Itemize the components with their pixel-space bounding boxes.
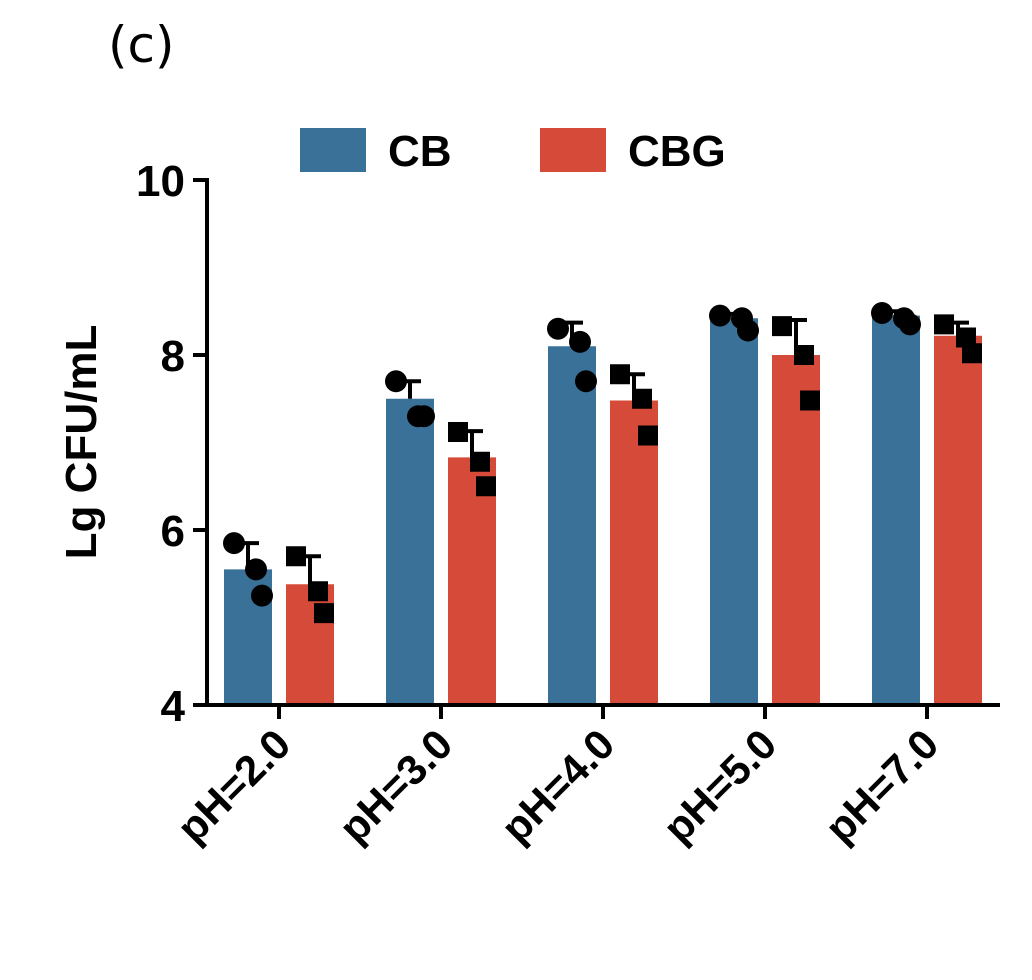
data-point-cb-3-3 — [575, 370, 597, 393]
bar-cbg-1 — [286, 584, 334, 705]
bar-cbg-4 — [772, 355, 820, 705]
data-point-cbg-5-2 — [956, 327, 976, 348]
x-tick-label-5: pH=7.0 — [816, 720, 947, 851]
x-tick-label-4: pH=5.0 — [654, 720, 785, 851]
data-point-cbg-3-1 — [610, 364, 630, 385]
data-point-cbg-4-2 — [794, 345, 814, 365]
data-point-cb-4-1 — [709, 304, 731, 327]
legend-label-cb: CB — [388, 127, 452, 176]
data-point-cbg-1-3 — [314, 603, 334, 624]
data-point-cbg-4-1 — [772, 316, 792, 337]
data-point-cb-2-3 — [413, 405, 435, 428]
y-axis-title: Lg CFU/mL — [57, 325, 106, 560]
x-tick-label-1: pH=2.0 — [168, 720, 299, 851]
data-point-cbg-1-2 — [308, 581, 328, 602]
data-point-cbg-2-3 — [476, 476, 496, 497]
data-point-cbg-2-2 — [470, 451, 490, 472]
data-point-cb-5-3 — [899, 313, 921, 336]
legend-label-cbg: CBG — [628, 127, 726, 176]
data-point-cbg-5-3 — [962, 343, 982, 364]
bar-cbg-5 — [934, 335, 982, 705]
bar-cb-2 — [386, 398, 434, 705]
bar-cb-5 — [872, 315, 920, 705]
data-point-cb-1-2 — [245, 558, 267, 581]
data-point-cb-3-1 — [547, 317, 569, 340]
data-point-cbg-4-3 — [800, 390, 820, 411]
x-tick-label-2: pH=3.0 — [330, 720, 461, 851]
data-point-cbg-3-3 — [638, 425, 658, 446]
data-point-cb-3-2 — [569, 330, 591, 353]
data-point-cbg-2-1 — [448, 422, 468, 442]
legend-swatch-cb — [300, 128, 366, 172]
data-point-cbg-5-1 — [934, 314, 954, 335]
y-tick-label-2: 6 — [161, 507, 185, 556]
y-tick-label-4: 10 — [136, 157, 185, 206]
data-point-cb-2-1 — [385, 370, 407, 393]
data-point-cb-1-3 — [251, 584, 273, 607]
legend: CB CBG — [300, 127, 726, 176]
y-tick-label-3: 8 — [161, 332, 185, 381]
x-tick-label-3: pH=4.0 — [492, 720, 623, 851]
y-tick-label-1: 4 — [161, 682, 186, 731]
legend-swatch-cbg — [540, 128, 606, 172]
data-point-cb-4-3 — [737, 319, 759, 342]
plot-area: pH=2.0 pH=3.0 pH=4.0 pH=5.0 pH=7.0 4 6 8 10 — [136, 157, 1000, 852]
bar-cb-3 — [548, 346, 596, 705]
data-point-cb-1-1 — [223, 532, 245, 555]
bar-cb-4 — [710, 318, 758, 705]
bar-cbg-2 — [448, 457, 496, 705]
data-point-cb-5-1 — [871, 302, 893, 324]
data-point-cbg-3-2 — [632, 388, 652, 409]
data-point-cbg-1-1 — [286, 546, 306, 567]
bar-cbg-3 — [610, 400, 658, 705]
panel-label: (c) — [108, 16, 175, 74]
